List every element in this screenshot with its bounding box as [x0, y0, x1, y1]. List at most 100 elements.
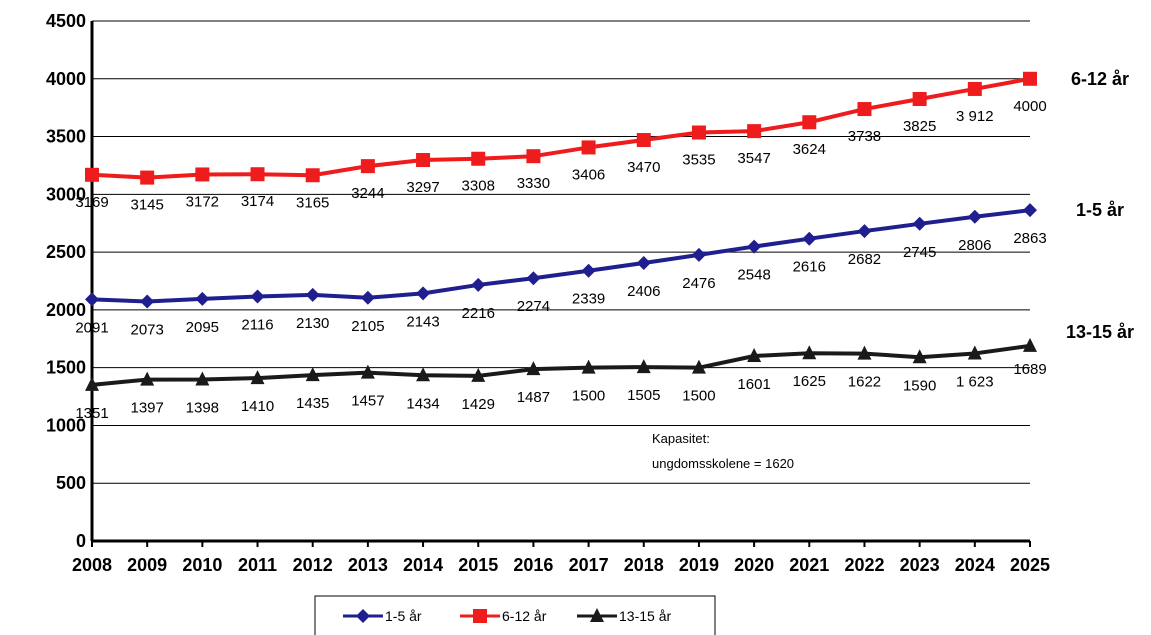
x-tick-label: 2016 — [513, 555, 553, 575]
data-point — [195, 371, 210, 386]
annotation-line-2: ungdomsskolene = 1620 — [652, 456, 794, 471]
series-line — [91, 343, 1031, 387]
series-end-labels: 1-5 år 6-12 år 13-15 år — [1066, 69, 1134, 342]
data-label: 2476 — [682, 275, 715, 292]
y-tick-label: 4000 — [46, 69, 86, 89]
data-point — [471, 151, 486, 166]
data-label: 3297 — [406, 179, 439, 196]
data-label: 2116 — [241, 316, 273, 333]
data-label: 1 623 — [956, 373, 994, 390]
data-point — [85, 376, 99, 391]
data-point — [636, 359, 651, 374]
data-label: 3165 — [296, 194, 329, 211]
data-label: 3825 — [903, 118, 936, 135]
data-label: 3174 — [241, 193, 274, 210]
y-tick-label: 500 — [56, 473, 86, 493]
x-tick-label: 2011 — [238, 555, 277, 575]
y-tick-label: 2000 — [46, 300, 86, 320]
y-tick-label: 2500 — [46, 242, 86, 262]
data-point — [912, 349, 927, 364]
data-point — [1023, 203, 1037, 218]
data-label: 2548 — [737, 267, 770, 284]
data-label: 3738 — [848, 128, 881, 145]
data-label: 3547 — [737, 150, 770, 167]
data-label: 3624 — [793, 141, 826, 158]
series-line — [91, 208, 1031, 304]
y-tick-label: 3500 — [46, 127, 86, 147]
data-label: 1622 — [848, 374, 881, 391]
data-point — [636, 255, 651, 270]
data-point — [416, 286, 431, 301]
data-point — [747, 124, 762, 139]
data-point — [360, 290, 375, 305]
legend-swatch-marker — [590, 608, 604, 622]
data-label: 3145 — [130, 197, 163, 214]
x-tick-label: 2025 — [1010, 555, 1050, 575]
data-point — [140, 294, 155, 309]
series-lines — [91, 76, 1031, 387]
data-label: 1429 — [462, 396, 495, 413]
x-tick-label: 2019 — [679, 555, 719, 575]
legend-swatch-marker — [356, 609, 370, 623]
data-label: 1505 — [627, 387, 660, 404]
data-label: 1487 — [517, 389, 550, 406]
data-label: 1457 — [351, 393, 384, 410]
data-point — [802, 231, 817, 246]
data-point — [140, 371, 155, 386]
data-label: 2863 — [1013, 230, 1046, 247]
y-tick-label: 3000 — [46, 184, 86, 204]
data-label: 1500 — [682, 388, 715, 405]
x-tick-label: 2018 — [624, 555, 664, 575]
data-label: 2130 — [296, 315, 329, 332]
data-point — [195, 291, 210, 306]
legend-swatch-marker — [473, 609, 487, 623]
x-tick-label: 2014 — [403, 555, 443, 575]
gridlines — [92, 20, 1030, 484]
data-point — [747, 347, 762, 362]
data-label: 1689 — [1013, 361, 1046, 378]
data-label: 3330 — [517, 175, 550, 192]
data-label: 2406 — [627, 283, 660, 300]
data-point — [416, 367, 431, 382]
y-tick-label: 0 — [76, 531, 86, 551]
data-point — [85, 167, 99, 182]
data-point — [250, 167, 265, 182]
data-label: 3172 — [186, 193, 219, 210]
data-labels: 2091 2073 2095 2116 2130 2105 2143 2216 2274 2339… — [75, 98, 1046, 422]
data-label: 3308 — [462, 178, 495, 195]
legend-label: 1-5 år — [385, 608, 422, 624]
data-point — [305, 168, 320, 183]
annotation-line-1: Kapasitet: — [652, 431, 710, 446]
data-point — [1023, 337, 1037, 352]
data-label: 1625 — [793, 373, 826, 390]
data-point — [857, 224, 872, 239]
data-point — [526, 149, 541, 164]
x-tick-label: 2021 — [789, 555, 829, 575]
data-label: 3169 — [75, 194, 108, 211]
data-label: 2143 — [406, 313, 439, 330]
data-label: 2095 — [186, 319, 219, 336]
y-axis-tick-labels: 0 500 1000 1500 2000 2500 3000 3500 4000 4500 — [46, 11, 86, 551]
data-label: 1435 — [296, 395, 329, 412]
data-label: 1590 — [903, 377, 936, 394]
data-label: 3406 — [572, 166, 605, 183]
y-tick-label: 4500 — [46, 11, 86, 31]
data-point — [250, 370, 265, 385]
data-label: 3 912 — [956, 108, 994, 125]
data-label: 2274 — [517, 298, 550, 315]
legend-label: 6-12 år — [502, 608, 547, 624]
data-label: 2339 — [572, 291, 605, 308]
data-label: 4000 — [1013, 98, 1046, 115]
series-end-label: 13-15 år — [1066, 322, 1134, 342]
series-markers — [85, 71, 1037, 391]
data-point — [581, 263, 596, 278]
x-tick-label: 2023 — [900, 555, 940, 575]
x-tick-label: 2022 — [844, 555, 884, 575]
data-label: 1397 — [130, 400, 163, 417]
legend-label: 13-15 år — [619, 608, 671, 624]
x-tick-label: 2012 — [293, 555, 333, 575]
axes — [90, 21, 1031, 547]
data-point — [305, 287, 320, 302]
data-point — [967, 345, 982, 360]
data-point — [581, 140, 596, 155]
